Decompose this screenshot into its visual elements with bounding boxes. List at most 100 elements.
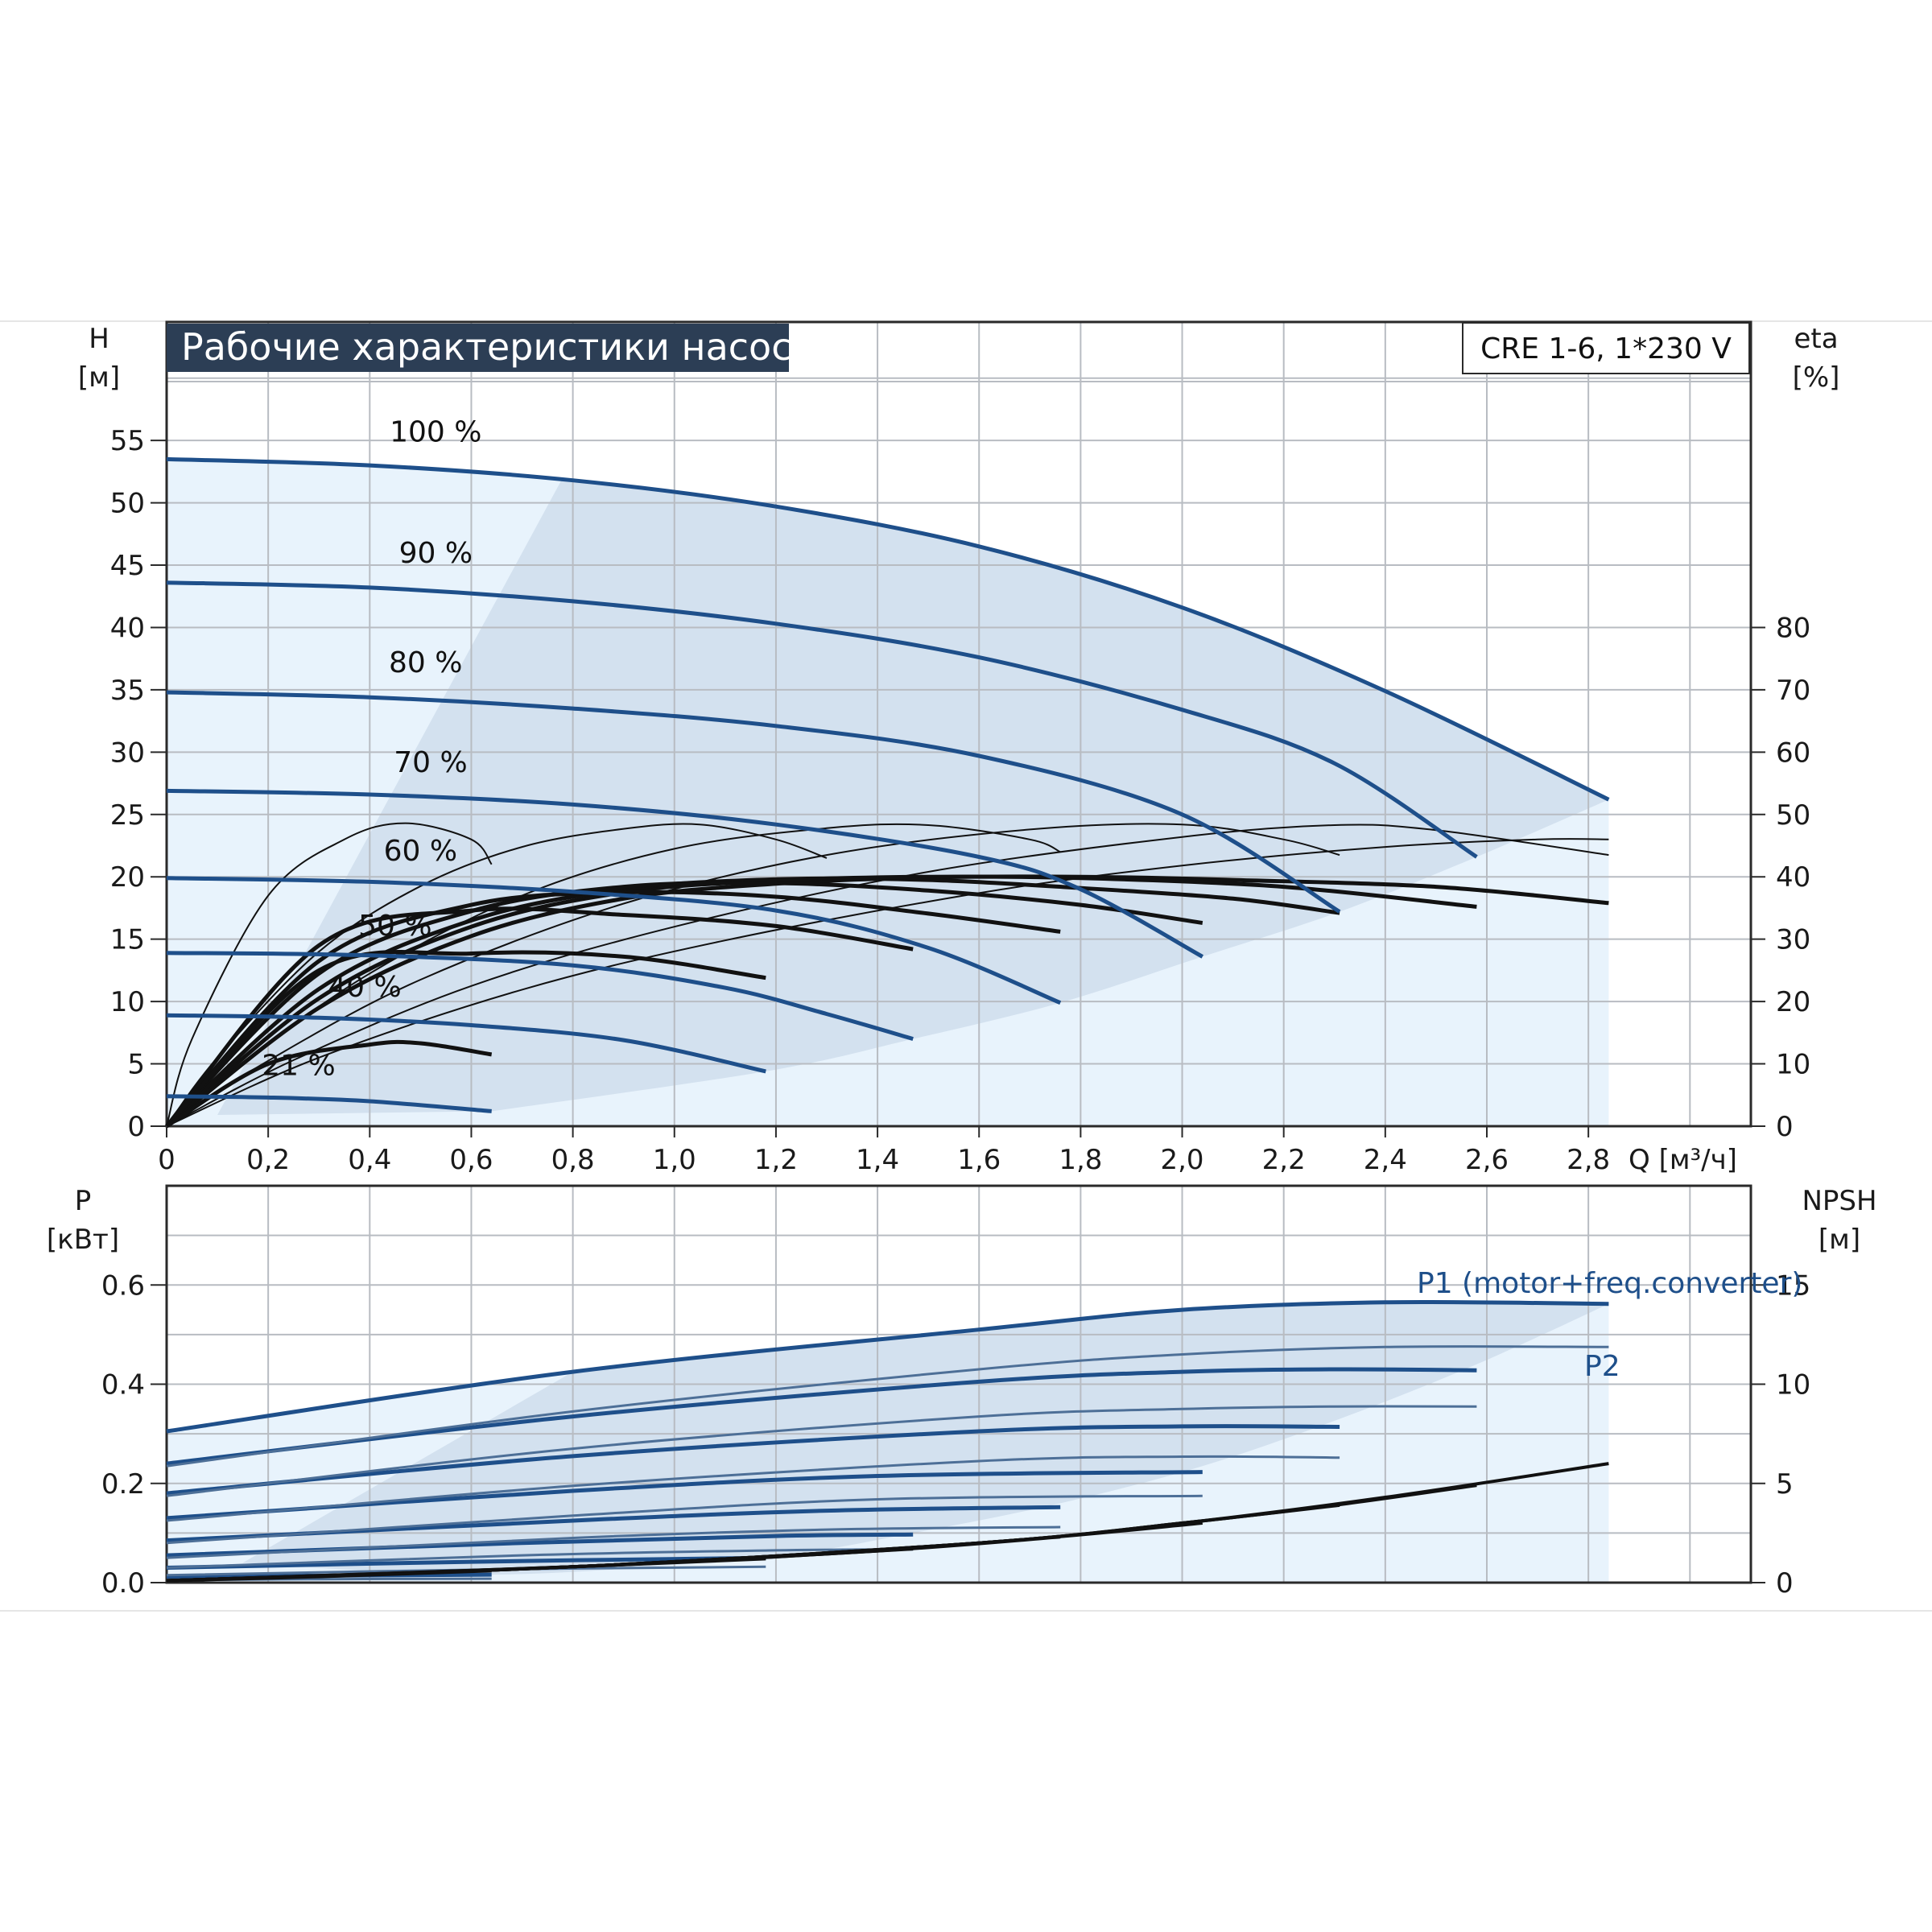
power-tick-label: 0.0 [101, 1567, 145, 1600]
p1-curve [166, 1424, 1340, 1496]
efficiency-curve [165, 906, 914, 1128]
head-tick-label: 50 [110, 488, 145, 520]
title-bar [167, 324, 789, 372]
efficiency-tick-label: 40 [1776, 861, 1810, 894]
head-axis-label-line1: H [89, 323, 109, 355]
chart-title: Рабочие характеристики насоса [181, 325, 815, 369]
head-tick-label: 0 [127, 1111, 145, 1143]
head-tick-label: 20 [110, 861, 145, 894]
p2-curve [166, 1525, 1061, 1559]
efficiency-curve [165, 1039, 493, 1129]
efficiency-tick-label: 0 [1776, 1111, 1794, 1143]
head-tick-labels: 0 5 10 15 20 25 30 35 40 45 50 55 [110, 425, 167, 1143]
flow-tick-label: 1,6 [957, 1144, 1001, 1176]
head-tick-label: 40 [110, 612, 145, 644]
efficiency-fan-curve [166, 822, 493, 1127]
head-tick-label: 30 [110, 737, 145, 769]
head-curve [166, 1013, 766, 1074]
flow-tick-label: 2,8 [1567, 1144, 1610, 1176]
flow-tick-label: 2,4 [1364, 1144, 1407, 1176]
npsh-axis-label-line2: [м] [1818, 1224, 1860, 1256]
power-tick-labels: 0.0 0.2 0.4 0.6 [101, 1269, 167, 1600]
head-tick-label: 45 [110, 550, 145, 582]
head-tick-label: 15 [110, 924, 145, 956]
npsh-tick-label: 0 [1776, 1567, 1794, 1600]
speed-labels: 100 % 90 % 80 % 70 % 60 % 50 % 40 % 21 % [262, 416, 481, 1083]
flow-tick-label: 2,0 [1160, 1144, 1203, 1176]
model-box [1462, 322, 1750, 374]
head-axis-label-line2: [м] [78, 361, 120, 394]
efficiency-tick-label: 70 [1776, 675, 1810, 707]
flow-tick-label: 2,2 [1262, 1144, 1306, 1176]
power-tick-label: 0.6 [101, 1269, 145, 1302]
speed-label: 90 % [399, 537, 473, 570]
speed-label: 100 % [390, 416, 481, 449]
flow-tick-labels: 0 0,2 0,4 0,6 0,8 1,0 1,2 1,4 1,6 1,8 2,0 2,2 2,4 2,6… [158, 1126, 1610, 1176]
p2-curve [166, 1494, 1203, 1545]
head-tick-label: 55 [110, 425, 145, 457]
head-curve [166, 1094, 492, 1113]
power-area [167, 1302, 1609, 1583]
efficiency-axis-label-line2: [%] [1793, 361, 1840, 394]
speed-label: 40 % [328, 971, 401, 1004]
npsh-tick-label: 10 [1776, 1369, 1810, 1402]
flow-tick-label: 0,4 [348, 1144, 391, 1176]
p2-curve [166, 1405, 1477, 1497]
head-tick-label: 10 [110, 986, 145, 1018]
speed-label: 70 % [394, 746, 467, 779]
flow-tick-label: 0 [158, 1144, 175, 1176]
head-curve [166, 788, 1204, 959]
model-label: CRE 1-6, 1*230 V [1480, 332, 1732, 365]
flow-tick-label: 1,8 [1059, 1144, 1102, 1176]
npsh-tick-label: 5 [1776, 1468, 1794, 1501]
head-tick-label: 35 [110, 675, 145, 707]
efficiency-tick-label: 80 [1776, 612, 1810, 644]
p2-series-label: P2 [1584, 1350, 1620, 1383]
head-tick-label: 5 [127, 1049, 145, 1081]
head-curve [166, 876, 1062, 1005]
npsh-tick-labels: 0 5 10 15 [1751, 1269, 1810, 1600]
power-tick-label: 0.4 [101, 1369, 145, 1402]
efficiency-axis-label-line1: eta [1794, 323, 1838, 355]
efficiency-tick-label: 10 [1776, 1049, 1810, 1081]
efficiency-fan-curve [166, 838, 1609, 1127]
head-curve [166, 951, 914, 1041]
flow-tick-label: 1,4 [856, 1144, 899, 1176]
efficiency-tick-labels: 0 10 20 30 40 50 60 70 80 [1751, 612, 1810, 1143]
speed-label: 60 % [384, 835, 457, 868]
speed-label: 21 % [262, 1049, 335, 1082]
power-axis-label-line2: [кВт] [47, 1224, 119, 1256]
top-plot-frame [165, 320, 1752, 1128]
efficiency-curve [165, 881, 1203, 1128]
power-tick-label: 0.2 [101, 1468, 145, 1501]
head-curve [166, 456, 1610, 802]
p1-series-label: P1 (motor+freq.converter) [1417, 1267, 1802, 1300]
efficiency-tick-label: 60 [1776, 737, 1810, 769]
flow-tick-label: 2,6 [1465, 1144, 1509, 1176]
head-curve [166, 690, 1341, 914]
efficiency-tick-label: 50 [1776, 799, 1810, 832]
p2-curve [166, 1548, 914, 1569]
p1-curve [166, 1367, 1477, 1466]
speed-label: 50 % [358, 910, 431, 943]
efficiency-curve [165, 876, 1340, 1128]
head-efficiency-panel: 100 % 90 % 80 % 70 % 60 % 50 % 40 % 21 % 0 5 10 15… [78, 320, 1840, 1176]
operating-area [167, 459, 1609, 1126]
flow-axis-label: Q [м³/ч] [1629, 1144, 1737, 1176]
head-curve [166, 580, 1478, 859]
p2-curve [166, 1345, 1609, 1468]
flow-tick-label: 0,6 [449, 1144, 493, 1176]
npsh-curve [166, 1569, 492, 1583]
power-npsh-panel: 0.0 0.2 0.4 0.6 0 5 10 15 P [кВт] NPSH [м] P1 … [47, 1184, 1877, 1600]
p1-curve [166, 1300, 1609, 1434]
npsh-axis-label-line1: NPSH [1802, 1185, 1876, 1217]
speed-label: 80 % [389, 646, 462, 679]
head-curves [166, 456, 1610, 1113]
flow-tick-label: 0,8 [551, 1144, 595, 1176]
head-tick-label: 25 [110, 799, 145, 832]
efficiency-curves [165, 822, 1609, 1129]
power-axis-label-line1: P [75, 1185, 92, 1217]
efficiency-tick-label: 30 [1776, 924, 1810, 956]
npsh-curves [166, 1462, 1609, 1583]
